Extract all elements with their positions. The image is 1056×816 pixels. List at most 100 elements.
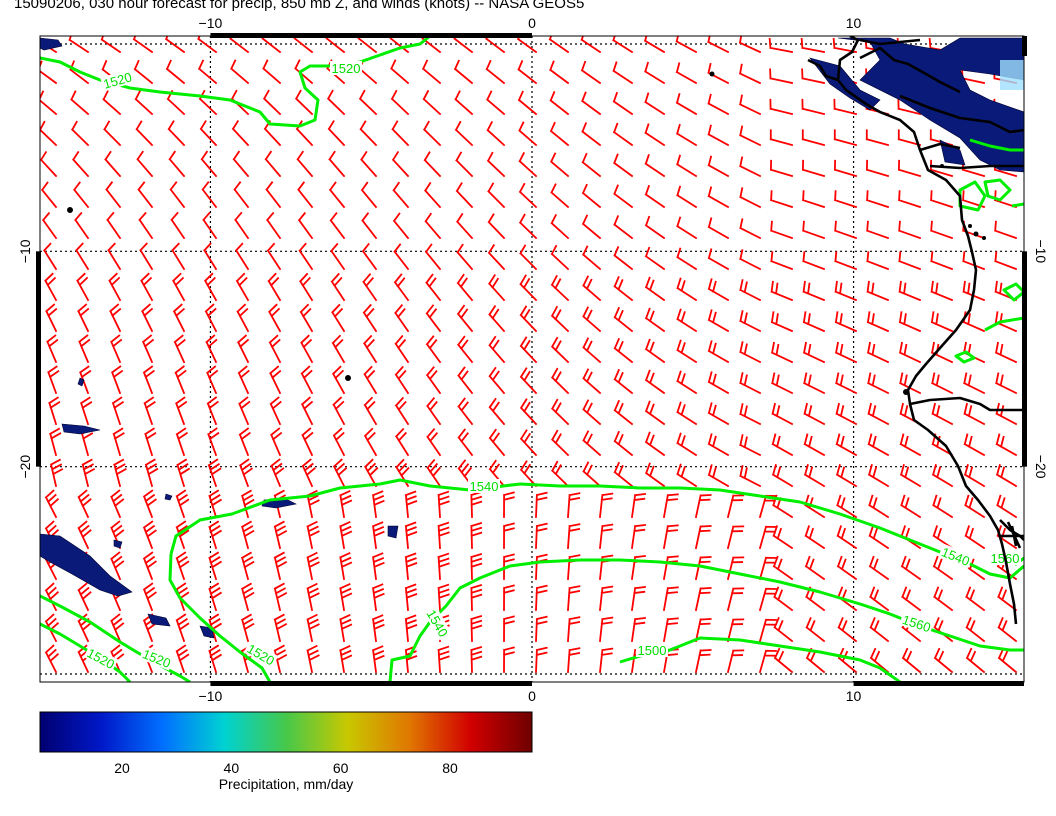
wind-barb [599, 647, 614, 673]
wind-barb [332, 427, 346, 457]
wind-barb [425, 304, 442, 333]
wind-barb [613, 215, 634, 240]
wind-barb [488, 274, 506, 302]
wind-barb [897, 129, 922, 147]
wind-barb [108, 272, 122, 302]
wind-barb [739, 279, 762, 302]
wind-barb [175, 551, 190, 581]
wind-barb [294, 59, 314, 85]
wind-barb [707, 402, 730, 426]
wind-barb [770, 251, 794, 271]
wind-barb [599, 492, 614, 518]
wind-barb [707, 124, 730, 147]
wind-barb [801, 98, 826, 116]
wind-barb [262, 59, 282, 85]
wind-barb [425, 335, 442, 364]
axis-bar [210, 33, 532, 38]
wind-barb [929, 190, 954, 209]
wind-barb [567, 492, 581, 518]
wind-barb [676, 370, 698, 395]
wind-barb [613, 184, 634, 209]
wind-barb [437, 490, 450, 518]
wind-barb [172, 303, 186, 333]
wind-barb [488, 304, 506, 333]
wind-barb [359, 120, 378, 147]
wind-barb [965, 647, 986, 674]
precipitation-areas [40, 37, 1024, 639]
lon-tick-label-bottom: 0 [528, 688, 536, 704]
wind-barb [404, 614, 418, 642]
wind-barb [45, 303, 58, 333]
wind-barb [300, 396, 314, 426]
wind-barb [644, 123, 666, 147]
wind-barb [835, 463, 858, 488]
wind-barb [298, 242, 314, 271]
wind-barb [519, 367, 538, 395]
wind-barb [580, 36, 602, 54]
wind-barb [694, 618, 712, 643]
wind-barb [168, 150, 186, 178]
wind-barb [207, 427, 220, 457]
wind-barb [110, 489, 125, 519]
wind-barb [44, 272, 58, 302]
wind-barb [897, 159, 922, 178]
wind-barb [457, 366, 474, 395]
wind-barb [70, 90, 90, 116]
wind-barb [739, 372, 762, 395]
wind-barb [46, 334, 59, 364]
wind-barb [550, 213, 570, 240]
wind-barb [233, 181, 250, 209]
wind-barb [868, 525, 890, 550]
wind-barb [994, 341, 1018, 364]
precip-area [809, 57, 881, 111]
wind-barb [306, 489, 320, 519]
wind-barb [581, 91, 602, 116]
wind-barb [599, 523, 614, 549]
wind-barb [503, 615, 515, 642]
wind-barb [106, 211, 122, 240]
wind-barb [771, 402, 794, 426]
wind-barb [707, 433, 730, 457]
wind-barb [694, 587, 712, 612]
wind-barb [328, 181, 346, 209]
wind-barb [111, 396, 125, 426]
wind-barb [707, 186, 730, 209]
wind-barb [267, 272, 282, 302]
wind-barb [421, 59, 442, 85]
wind-barb [470, 552, 483, 580]
wind-barb [425, 366, 442, 395]
wind-barb [694, 556, 712, 581]
wind-barb [965, 586, 986, 612]
wind-barb [170, 211, 186, 240]
wind-barb [363, 427, 378, 457]
wind-barb [133, 59, 154, 85]
wind-barb [240, 582, 255, 612]
colorbar-gradient [39, 711, 533, 753]
wind-barb [567, 523, 581, 549]
wind-barb [306, 613, 320, 643]
wind-barb [487, 182, 506, 209]
wind-barb [549, 152, 570, 178]
wind-barb [234, 211, 250, 240]
precip-area [61, 423, 101, 435]
wind-barb [202, 211, 218, 240]
wind-barb [867, 463, 890, 488]
wind-barb [613, 337, 634, 364]
wind-barb [456, 212, 474, 240]
wind-barb [238, 396, 251, 426]
wind-barb [273, 644, 288, 674]
wind-barb [371, 583, 385, 612]
wind-barb [339, 552, 353, 581]
wind-barb [550, 336, 570, 364]
wind-barb [132, 36, 154, 54]
wind-barb [425, 273, 442, 302]
wind-barb [339, 645, 353, 674]
wind-barb [423, 120, 442, 147]
wind-barb [644, 307, 666, 333]
wind-barb [769, 68, 794, 85]
wind-barb [77, 520, 92, 550]
wind-barb [40, 181, 58, 209]
wind-barb [371, 614, 385, 643]
wind-barb [339, 490, 353, 519]
wind-barb [142, 489, 157, 519]
